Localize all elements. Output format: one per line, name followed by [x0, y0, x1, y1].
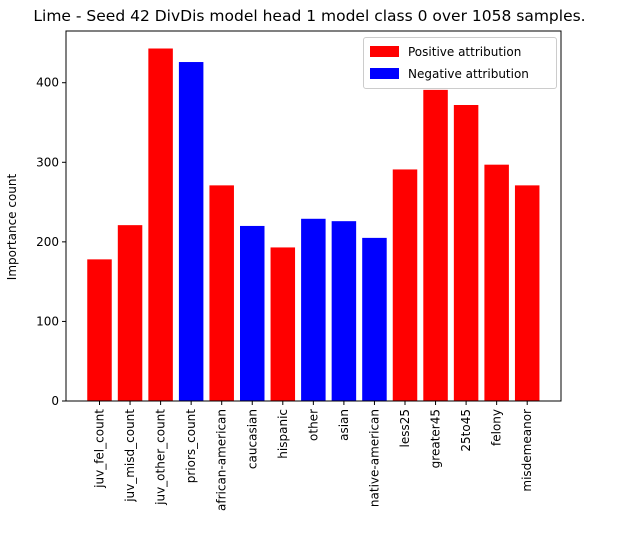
bar-asian — [331, 221, 357, 401]
y-tick-label: 0 — [51, 394, 59, 408]
x-tick-label: caucasian — [245, 409, 259, 469]
x-tick-label: greater45 — [429, 409, 443, 468]
x-tick-label: other — [306, 409, 320, 441]
y-tick-label: 100 — [36, 314, 59, 328]
bar-less25 — [392, 169, 418, 401]
x-tick-label: asian — [337, 409, 351, 441]
bar-greater45 — [423, 89, 448, 402]
x-tick-label: 25to45 — [459, 409, 473, 452]
legend-label-positive: Positive attribution — [408, 45, 522, 59]
x-tick-label: misdemeanor — [520, 409, 534, 492]
bar-priors_count — [178, 62, 204, 401]
bar-native-american — [362, 237, 387, 401]
y-axis-label: Importance count — [5, 173, 19, 281]
bar-caucasian — [240, 225, 265, 401]
y-tick-label: 300 — [36, 155, 59, 169]
x-tick-label: hispanic — [276, 409, 290, 459]
y-tick-label: 400 — [36, 76, 59, 90]
x-tick-label: felony — [490, 409, 504, 446]
legend-swatch-negative — [370, 68, 399, 79]
bar-other — [301, 218, 326, 401]
bar-juv_other_count — [148, 48, 173, 402]
x-tick-label: juv_other_count — [154, 409, 168, 506]
bar-juv_fel_count — [87, 259, 112, 401]
bar-hispanic — [270, 247, 296, 401]
legend: Positive attribution Negative attributio… — [363, 37, 557, 89]
bar-misdemeanor — [514, 185, 540, 401]
bar-african-american — [209, 185, 234, 401]
bar-felony — [484, 164, 509, 401]
legend-label-negative: Negative attribution — [408, 67, 529, 81]
x-tick-label: african-american — [215, 409, 229, 511]
chart-title: Lime - Seed 42 DivDis model head 1 model… — [33, 7, 586, 25]
legend-swatch-positive — [370, 46, 399, 57]
x-tick-label: less25 — [398, 409, 412, 448]
bar-25to45 — [453, 105, 479, 401]
x-tick-label: juv_misd_count — [123, 409, 137, 503]
x-tick-label: juv_fel_count — [93, 409, 107, 489]
x-tick-label: native-american — [367, 409, 381, 507]
x-tick-label: priors_count — [184, 409, 198, 484]
bar-juv_misd_count — [117, 225, 143, 401]
y-tick-label: 200 — [36, 235, 59, 249]
